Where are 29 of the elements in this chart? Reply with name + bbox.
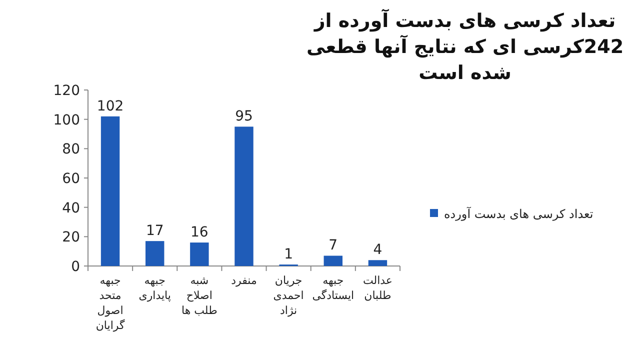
data-label: 4 xyxy=(373,242,382,258)
y-tick-label: 40 xyxy=(62,200,80,216)
y-tick-label: 60 xyxy=(62,171,80,187)
x-tick-label: جبهه ایستادگی xyxy=(312,274,354,302)
data-label: 1 xyxy=(284,246,294,263)
y-tick-label: 120 xyxy=(53,83,80,99)
y-tick-label: 80 xyxy=(62,142,80,158)
x-tick-label: جبهه پایداری xyxy=(138,274,171,302)
data-label: 16 xyxy=(190,224,208,241)
data-label: 102 xyxy=(96,98,124,114)
x-tick-label: منفرد xyxy=(231,274,257,287)
x-tick-label: جریان احمدی نژاد xyxy=(273,274,304,317)
bar xyxy=(324,256,343,266)
bar xyxy=(234,126,254,266)
bar xyxy=(190,242,209,266)
y-tick-label: 20 xyxy=(62,230,80,246)
x-tick-label: شبه اصلاح طلب ها xyxy=(182,274,218,317)
y-tick-label: 0 xyxy=(71,259,80,275)
data-label: 7 xyxy=(328,238,338,254)
data-label: 17 xyxy=(146,223,164,240)
legend-label: تعداد کرسی های بدست آورده xyxy=(444,206,594,221)
bar xyxy=(368,260,388,266)
bar xyxy=(100,116,120,266)
x-tick-label: جبهه متحد اصول گرایان xyxy=(96,274,126,332)
x-tick-label: عدالت طلبان xyxy=(362,274,392,302)
title: تعداد کرسی های بدست آورده از 242کرسی ای که نتایج آنها قطعی شده است xyxy=(305,8,625,86)
bar xyxy=(145,241,164,266)
y-tick-label: 100 xyxy=(53,112,80,128)
data-label: 95 xyxy=(235,108,253,125)
